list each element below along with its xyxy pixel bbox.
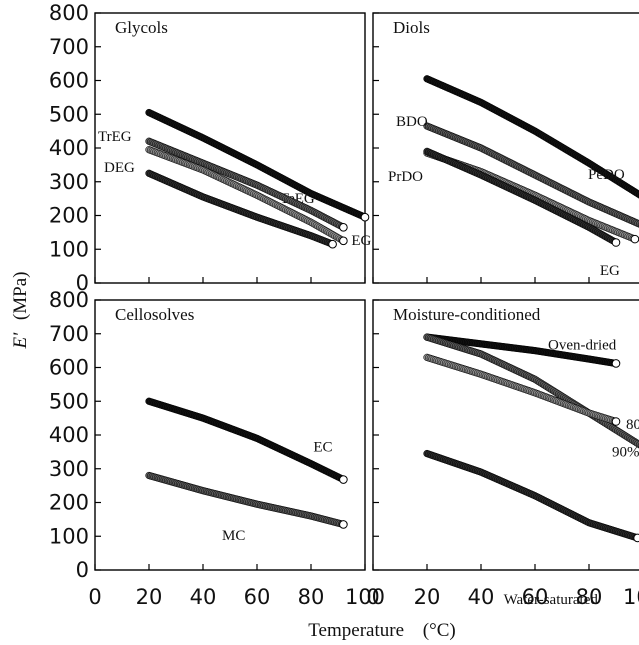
series-label: PeDO	[588, 167, 625, 183]
series-label: Water-saturated	[504, 592, 599, 608]
y-tick-label: 500	[49, 389, 89, 413]
x-tick-label: 40	[190, 585, 217, 609]
end-marker	[611, 417, 621, 426]
series-label: EG	[351, 233, 371, 249]
series-80-rh	[423, 333, 639, 449]
y-tick-label: 400	[49, 423, 89, 447]
panel-title: Cellosolves	[115, 305, 194, 324]
x-tick-label: 60	[522, 585, 549, 609]
series-label: 90%RH	[612, 445, 639, 461]
y-tick-label: 200	[49, 204, 89, 228]
series-label: MC	[222, 528, 245, 544]
end-marker	[339, 520, 348, 529]
y-tick-label: 800	[49, 1, 89, 25]
end-marker	[360, 212, 370, 222]
y-tick-label: 400	[49, 136, 89, 160]
series-mc	[145, 471, 348, 529]
series-label: EG	[600, 263, 620, 279]
x-tick-label: 0	[88, 585, 101, 609]
end-marker	[611, 359, 621, 368]
y-tick-label: 100	[49, 237, 89, 261]
y-tick-label: 500	[49, 102, 89, 126]
end-marker	[611, 238, 621, 247]
series-water-saturated	[423, 449, 639, 543]
series-label: Oven-dried	[548, 337, 617, 353]
x-tick-label: 40	[468, 585, 495, 609]
series-teeg	[145, 108, 370, 222]
series-label: TrEG	[98, 129, 132, 145]
end-marker	[339, 236, 348, 246]
y-tick-label: 0	[76, 558, 89, 582]
y-tick-label: 0	[76, 271, 89, 295]
x-tick-label: 100	[623, 585, 639, 609]
x-tick-label: 80	[576, 585, 603, 609]
series-pedo	[423, 75, 639, 199]
series-eg	[145, 146, 348, 246]
series-label: 80%RH	[626, 417, 639, 433]
y-tick-label: 700	[49, 35, 89, 59]
series-label: BDO	[396, 114, 428, 130]
panels: 0100200300400500600700800GlycolsTeEGTrEG…	[49, 1, 639, 609]
y-tick-label: 600	[49, 69, 89, 93]
y-tick-label: 300	[49, 170, 89, 194]
series-oven-dried	[423, 333, 621, 368]
x-axis-unit: (°C)	[423, 620, 456, 641]
y-tick-label: 300	[49, 457, 89, 481]
panel-2: Diols PeDO BDO EG PrDO	[372, 12, 639, 284]
y-axis-unit: (MPa)	[10, 272, 31, 321]
series-90-rh	[423, 353, 621, 426]
end-marker	[328, 239, 337, 249]
series-label: PrDO	[388, 169, 423, 185]
series-deg	[145, 169, 337, 249]
x-tick-label: 100	[345, 585, 385, 609]
series-prdo	[423, 147, 621, 247]
end-marker	[339, 223, 348, 232]
panel-title: Glycols	[115, 18, 168, 37]
panel-title: Diols	[393, 18, 430, 37]
panel-1: 0100200300400500600700800GlycolsTeEGTrEG…	[49, 1, 372, 295]
end-marker	[630, 234, 639, 244]
y-axis-symbol: E'	[10, 332, 31, 350]
y-tick-label: 100	[49, 524, 89, 548]
y-axis-title: E' (MPa)	[10, 272, 31, 350]
x-axis-label: Temperature	[308, 620, 404, 641]
x-tick-label: 20	[414, 585, 441, 609]
series-bdo	[423, 122, 639, 228]
y-tick-label: 700	[49, 322, 89, 346]
panel-frame	[372, 12, 639, 284]
y-tick-label: 800	[49, 288, 89, 312]
series-treg	[145, 137, 348, 232]
end-marker	[633, 533, 639, 543]
x-axis-title: Temperature (°C)	[308, 620, 455, 641]
y-tick-label: 600	[49, 356, 89, 380]
series-label: DEG	[104, 160, 135, 176]
panel-title: Moisture-conditioned	[393, 305, 541, 324]
x-tick-label: 60	[244, 585, 271, 609]
x-tick-label: 0	[366, 585, 379, 609]
end-marker	[339, 475, 348, 484]
panel-4: 0 20 40 60 80 100 Moisture-conditioned Oven-dri…	[366, 299, 639, 609]
series-ec	[145, 397, 348, 484]
x-tick-label: 20	[136, 585, 163, 609]
x-tick-label: 80	[298, 585, 325, 609]
series-label: EC	[313, 440, 332, 456]
y-tick-label: 200	[49, 491, 89, 515]
